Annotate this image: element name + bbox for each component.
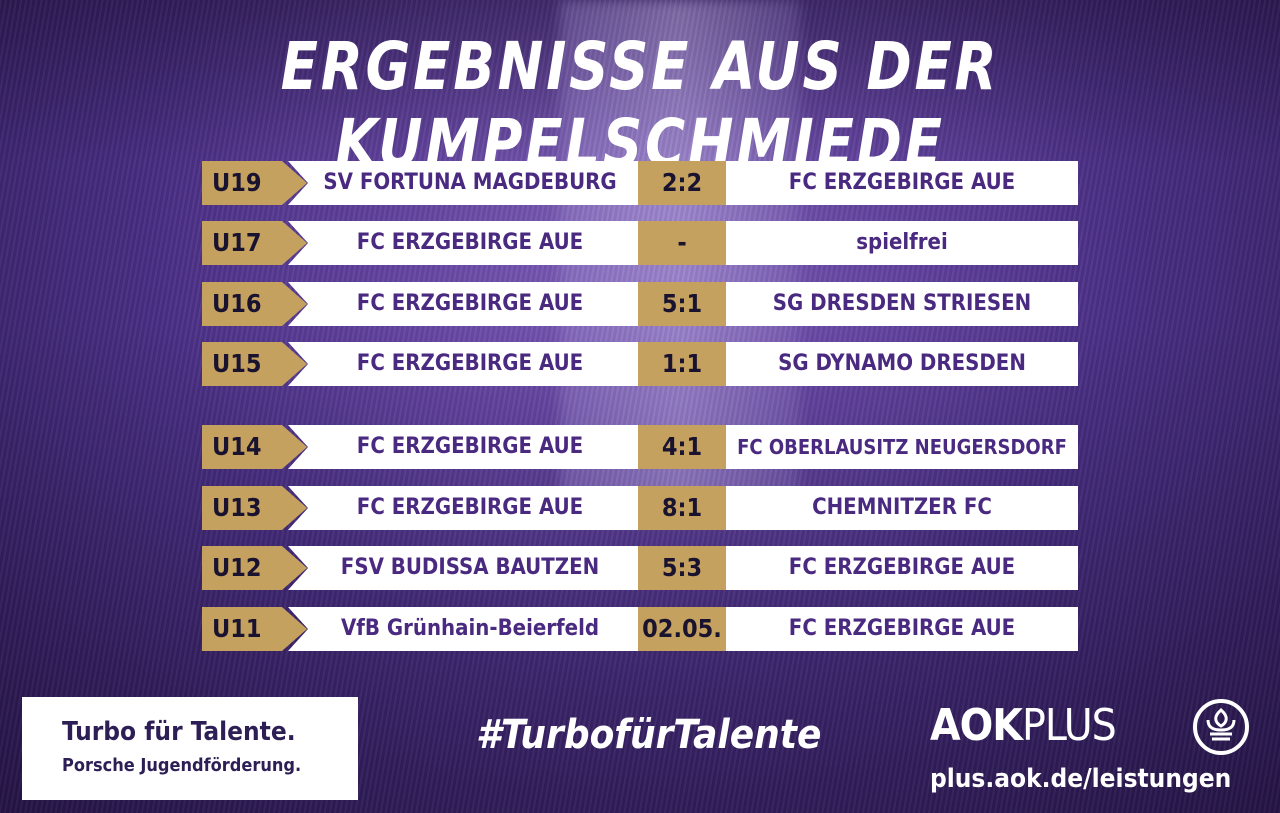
away-team: FC ERZGEBIRGE AUE	[726, 161, 1078, 205]
result-row-u16: U16 FC ERZGEBIRGE AUE 5:1 SG DRESDEN STR…	[202, 282, 1078, 326]
away-team: SG DYNAMO DRESDEN	[726, 342, 1078, 386]
age-group-label: U15	[202, 342, 307, 386]
home-team: FSV BUDISSA BAUTZEN	[288, 546, 638, 590]
score: -	[638, 221, 726, 265]
age-group-label: U12	[202, 546, 307, 590]
page-title: ERGEBNISSE AUS DER KUMPELSCHMIEDE	[280, 28, 1000, 182]
result-row-u11: U11 VfB Grünhain-Beierfeld 02.05. FC ERZ…	[202, 607, 1078, 651]
away-team: FC OBERLAUSITZ NEUGERSDORF	[726, 425, 1078, 469]
age-group-label: U19	[202, 161, 307, 205]
score: 4:1	[638, 425, 726, 469]
score: 8:1	[638, 486, 726, 530]
result-row-u17: U17 FC ERZGEBIRGE AUE - spielfrei	[202, 221, 1078, 265]
score: 2:2	[638, 161, 726, 205]
away-team: SG DRESDEN STRIESEN	[726, 282, 1078, 326]
aok-brand-bold: AOK	[930, 700, 1023, 751]
age-group-label: U16	[202, 282, 307, 326]
away-team: FC ERZGEBIRGE AUE	[726, 546, 1078, 590]
home-team: FC ERZGEBIRGE AUE	[288, 282, 638, 326]
home-team: FC ERZGEBIRGE AUE	[288, 425, 638, 469]
home-team: FC ERZGEBIRGE AUE	[288, 486, 638, 530]
aok-brand-light: PLUS	[1021, 700, 1117, 751]
sponsor-subtitle: Porsche Jugendförderung.	[62, 755, 302, 776]
score: 02.05.	[638, 607, 726, 651]
aok-tree-icon	[1193, 699, 1249, 755]
result-row-u14: U14 FC ERZGEBIRGE AUE 4:1 FC OBERLAUSITZ…	[202, 425, 1078, 469]
aok-url: plus.aok.de/leistungen	[930, 764, 1232, 794]
result-row-u19: U19 SV FORTUNA MAGDEBURG 2:2 FC ERZGEBIR…	[202, 161, 1078, 205]
score: 5:3	[638, 546, 726, 590]
home-team: SV FORTUNA MAGDEBURG	[288, 161, 638, 205]
away-team: spielfrei	[726, 221, 1078, 265]
age-group-label: U17	[202, 221, 307, 265]
age-group-label: U14	[202, 425, 307, 469]
away-team: FC ERZGEBIRGE AUE	[726, 607, 1078, 651]
score: 5:1	[638, 282, 726, 326]
result-row-u15: U15 FC ERZGEBIRGE AUE 1:1 SG DYNAMO DRES…	[202, 342, 1078, 386]
score: 1:1	[638, 342, 726, 386]
sponsor-logo-box: Turbo für Talente. Porsche Jugendförderu…	[22, 697, 358, 800]
age-group-label: U13	[202, 486, 307, 530]
away-team: CHEMNITZER FC	[726, 486, 1078, 530]
home-team: FC ERZGEBIRGE AUE	[288, 342, 638, 386]
aok-plus-logo-text: AOKPLUS	[930, 700, 1117, 751]
sponsor-slogan: Turbo für Talente.	[62, 717, 296, 747]
result-row-u13: U13 FC ERZGEBIRGE AUE 8:1 CHEMNITZER FC	[202, 486, 1078, 530]
hashtag: #TurbofürTalente	[476, 712, 822, 758]
age-group-label: U11	[202, 607, 307, 651]
home-team: FC ERZGEBIRGE AUE	[288, 221, 638, 265]
result-row-u12: U12 FSV BUDISSA BAUTZEN 5:3 FC ERZGEBIRG…	[202, 546, 1078, 590]
home-team: VfB Grünhain-Beierfeld	[288, 607, 638, 651]
